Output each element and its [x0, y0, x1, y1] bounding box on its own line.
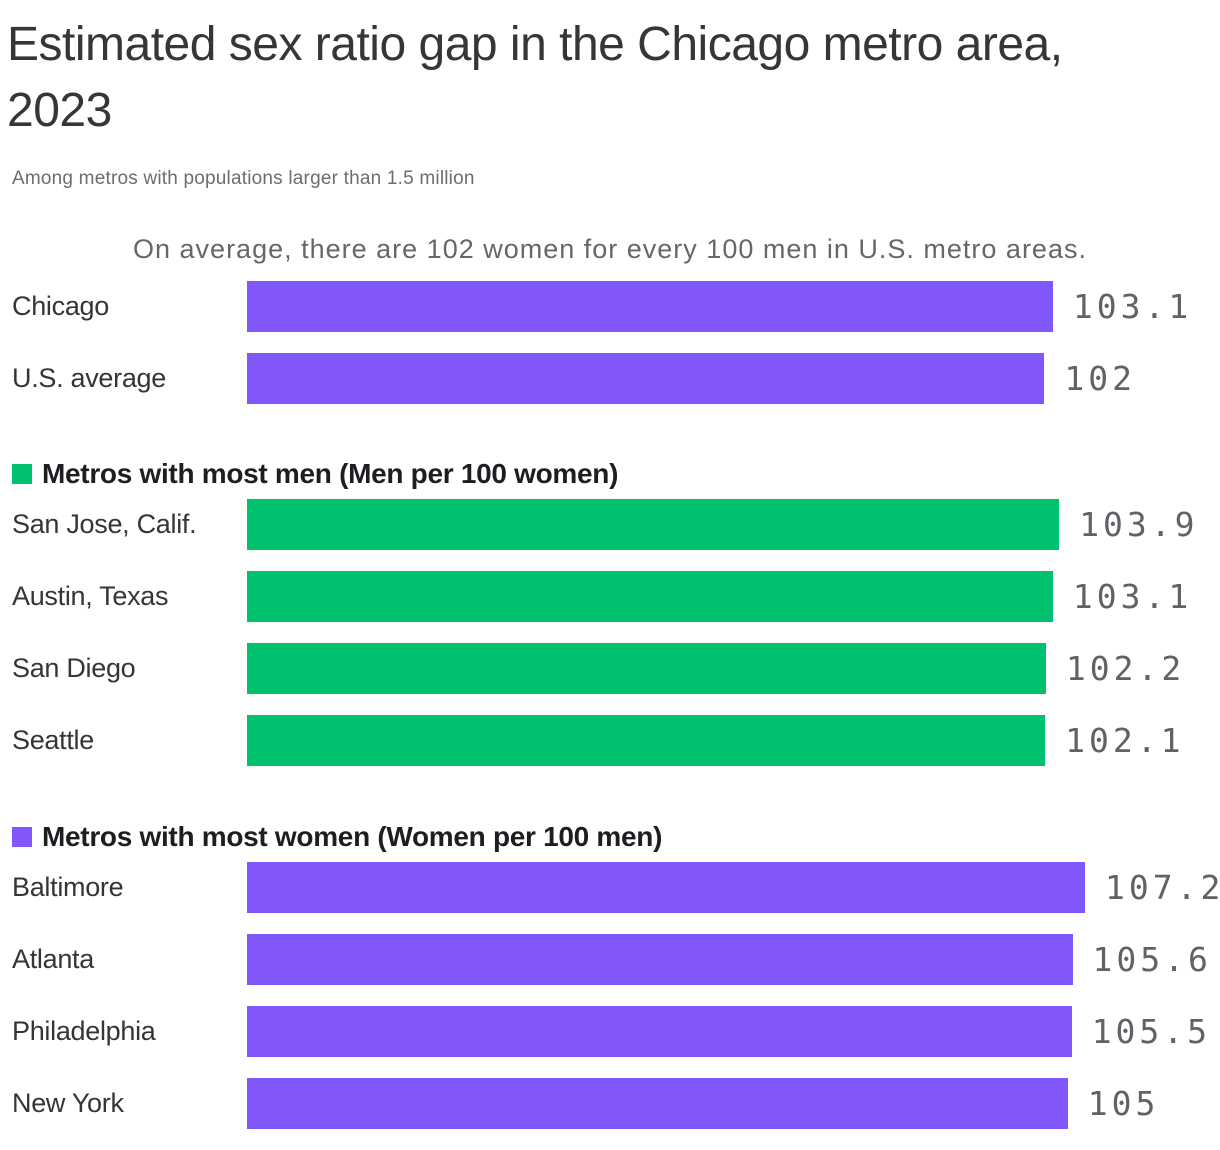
legend-most-men: Metros with most men (Men per 100 women) — [12, 458, 1220, 490]
bar-row-new-york: New York 105 — [0, 1078, 1220, 1129]
bar-row-us-average: U.S. average 102 — [0, 353, 1220, 404]
label-austin: Austin, Texas — [12, 581, 169, 611]
bar-baltimore — [247, 862, 1085, 913]
value-new-york: 105 — [1087, 1084, 1160, 1123]
legend-label-most-men: Metros with most men (Men per 100 women) — [42, 458, 619, 489]
legend-most-women: Metros with most women (Women per 100 me… — [12, 821, 1220, 853]
chart-title-line-1: Estimated sex ratio gap in the Chicago m… — [7, 18, 1063, 71]
value-philadelphia: 105.5 — [1091, 1012, 1212, 1051]
chart-title-line-2: 2023 — [7, 84, 112, 137]
value-atlanta: 105.6 — [1092, 940, 1212, 979]
section-most-men: San Jose, Calif. 103.9 Austin, Texas 103… — [0, 499, 1220, 766]
label-us-average: U.S. average — [12, 363, 166, 393]
value-seattle: 102.1 — [1065, 721, 1185, 760]
bar-chicago — [247, 281, 1053, 332]
legend-label-most-women: Metros with most women (Women per 100 me… — [42, 821, 663, 852]
chart-page: Estimated sex ratio gap in the Chicago m… — [0, 12, 1220, 1129]
value-austin: 103.1 — [1072, 577, 1193, 616]
value-san-jose: 103.9 — [1079, 505, 1199, 544]
label-atlanta: Atlanta — [12, 944, 94, 974]
bar-san-jose — [247, 499, 1060, 550]
bar-seattle — [247, 715, 1046, 766]
chart-annotation: On average, there are 102 women for ever… — [133, 234, 1087, 264]
value-san-diego: 102.2 — [1065, 649, 1186, 688]
chart-subtitle: Among metros with populations larger tha… — [12, 168, 475, 189]
bar-new-york — [247, 1078, 1068, 1129]
label-seattle: Seattle — [12, 725, 94, 755]
label-philadelphia: Philadelphia — [12, 1016, 156, 1046]
label-new-york: New York — [12, 1088, 124, 1118]
bar-row-atlanta: Atlanta 105.6 — [0, 934, 1220, 985]
legend-swatch-purple-icon — [12, 827, 32, 847]
bar-row-san-jose: San Jose, Calif. 103.9 — [0, 499, 1220, 550]
value-baltimore: 107.2 — [1105, 868, 1220, 907]
bar-atlanta — [247, 934, 1073, 985]
bar-row-seattle: Seattle 102.1 — [0, 715, 1220, 766]
section-most-women: Baltimore 107.2 Atlanta 105.6 Philadelph… — [0, 862, 1220, 1129]
bar-row-chicago: Chicago 103.1 — [0, 281, 1220, 332]
label-chicago: Chicago — [12, 291, 109, 321]
legend-swatch-green-icon — [12, 464, 32, 484]
section-chicago-vs-us: Chicago 103.1 U.S. average 102 — [0, 281, 1220, 404]
value-us-average: 102 — [1064, 359, 1136, 398]
bar-row-austin: Austin, Texas 103.1 — [0, 571, 1220, 622]
bar-philadelphia — [247, 1006, 1072, 1057]
chart-title: Estimated sex ratio gap in the Chicago m… — [7, 12, 1210, 144]
bar-san-diego — [247, 643, 1046, 694]
bar-us-average — [247, 353, 1045, 404]
label-san-diego: San Diego — [12, 653, 136, 683]
value-chicago: 103.1 — [1072, 287, 1193, 326]
bar-row-baltimore: Baltimore 107.2 — [0, 862, 1220, 913]
bar-austin — [247, 571, 1053, 622]
label-san-jose: San Jose, Calif. — [12, 509, 197, 539]
bar-row-philadelphia: Philadelphia 105.5 — [0, 1006, 1220, 1057]
bar-row-san-diego: San Diego 102.2 — [0, 643, 1220, 694]
label-baltimore: Baltimore — [12, 872, 124, 902]
